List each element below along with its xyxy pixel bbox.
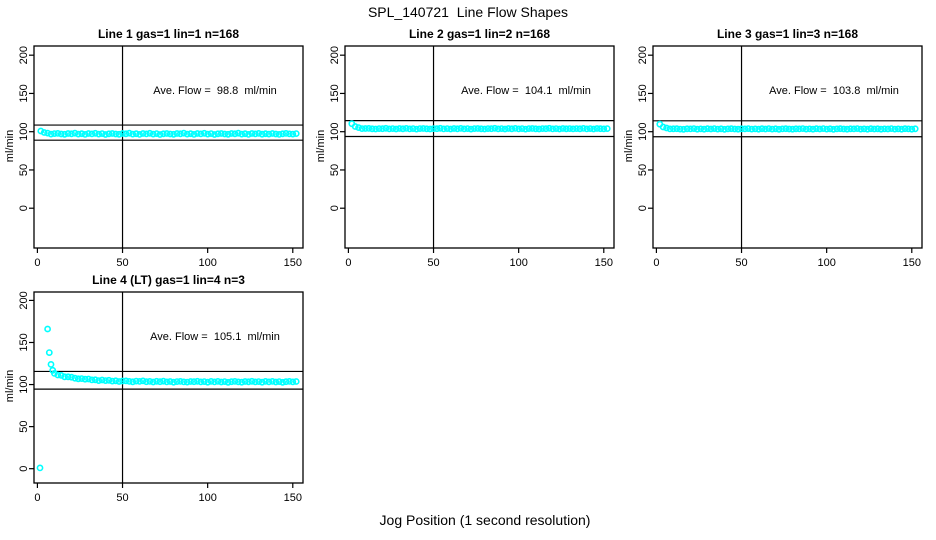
y-tick-label: 50	[18, 421, 30, 433]
y-tick-label: 200	[18, 291, 30, 309]
panel-2-plot: 0 50 100 150 0 50 100 150 200	[329, 45, 615, 269]
y-tick-label: 50	[18, 164, 30, 176]
x-tick-label: 150	[595, 257, 613, 269]
y-tick-label: 100	[18, 123, 30, 141]
panel-2-y-axis-label: ml/min	[315, 129, 327, 163]
panel-4-y-axis-label: ml/min	[4, 369, 16, 403]
x-tick-label: 0	[653, 257, 659, 269]
x-axis-label: Jog Position (1 second resolution)	[379, 512, 591, 528]
x-tick-label: 150	[903, 257, 921, 269]
y-tick-label: 50	[329, 164, 341, 176]
y-tick-label: 0	[18, 205, 30, 211]
x-tick-label: 50	[116, 492, 128, 504]
y-tick-label: 100	[329, 123, 341, 141]
panel-3-plot: 0 50 100 150 0 50 100 150 200	[637, 45, 923, 269]
y-tick-label: 100	[637, 123, 649, 141]
x-tick-label: 50	[735, 257, 747, 269]
x-tick-label: 100	[509, 257, 527, 269]
flow-points	[37, 127, 300, 138]
panel-1-ave-flow-annotation: Ave. Flow = 98.8 ml/min	[153, 85, 277, 97]
panel-3-y-axis-label: ml/min	[623, 129, 635, 163]
plot-frame	[652, 45, 923, 249]
x-tick-label: 150	[284, 492, 302, 504]
y-tick-label: 150	[18, 333, 30, 351]
x-tick-label: 150	[284, 257, 302, 269]
y-tick-label: 200	[637, 46, 649, 64]
x-tick-label: 50	[116, 257, 128, 269]
plot-frame	[33, 291, 304, 484]
panel-2-title: Line 2 gas=1 lin=2 n=168	[408, 27, 551, 41]
panel-1-y-axis-label: ml/min	[4, 129, 16, 163]
flow-points	[656, 120, 919, 133]
y-tick-label: 0	[329, 205, 341, 211]
x-tick-label: 100	[198, 257, 216, 269]
x-tick-label: 50	[427, 257, 439, 269]
panel-1-plot: 0 50 100 150 0 50 100 150 200	[18, 45, 304, 269]
flow-points	[348, 120, 611, 133]
x-tick-label: 0	[34, 492, 40, 504]
y-tick-label: 150	[329, 84, 341, 102]
panel-4-plot: 0 50 100 150 0 50 100 150 200	[18, 291, 304, 504]
panel-4-title: Line 4 (LT) gas=1 lin=4 n=3	[92, 273, 245, 287]
x-tick-label: 100	[817, 257, 835, 269]
plot-frame	[344, 45, 615, 249]
panel-3-title: Line 3 gas=1 lin=3 n=168	[716, 27, 859, 41]
panel-1-title: Line 1 gas=1 lin=1 n=168	[97, 27, 240, 41]
y-tick-label: 0	[637, 205, 649, 211]
y-tick-label: 50	[637, 164, 649, 176]
y-tick-label: 150	[18, 84, 30, 102]
y-tick-label: 0	[18, 466, 30, 472]
x-tick-label: 100	[198, 492, 216, 504]
panel-4-ave-flow-annotation: Ave. Flow = 105.1 ml/min	[150, 331, 280, 343]
panel-2-ave-flow-annotation: Ave. Flow = 104.1 ml/min	[461, 85, 591, 97]
y-tick-label: 200	[18, 46, 30, 64]
x-tick-label: 0	[34, 257, 40, 269]
flow-points	[36, 325, 300, 472]
y-tick-label: 200	[329, 46, 341, 64]
plot-frame	[33, 45, 304, 249]
panel-3-ave-flow-annotation: Ave. Flow = 103.8 ml/min	[769, 85, 899, 97]
figure-title: SPL_140721 Line Flow Shapes	[367, 4, 569, 20]
y-tick-label: 150	[637, 84, 649, 102]
y-tick-label: 100	[18, 375, 30, 393]
x-tick-label: 0	[345, 257, 351, 269]
